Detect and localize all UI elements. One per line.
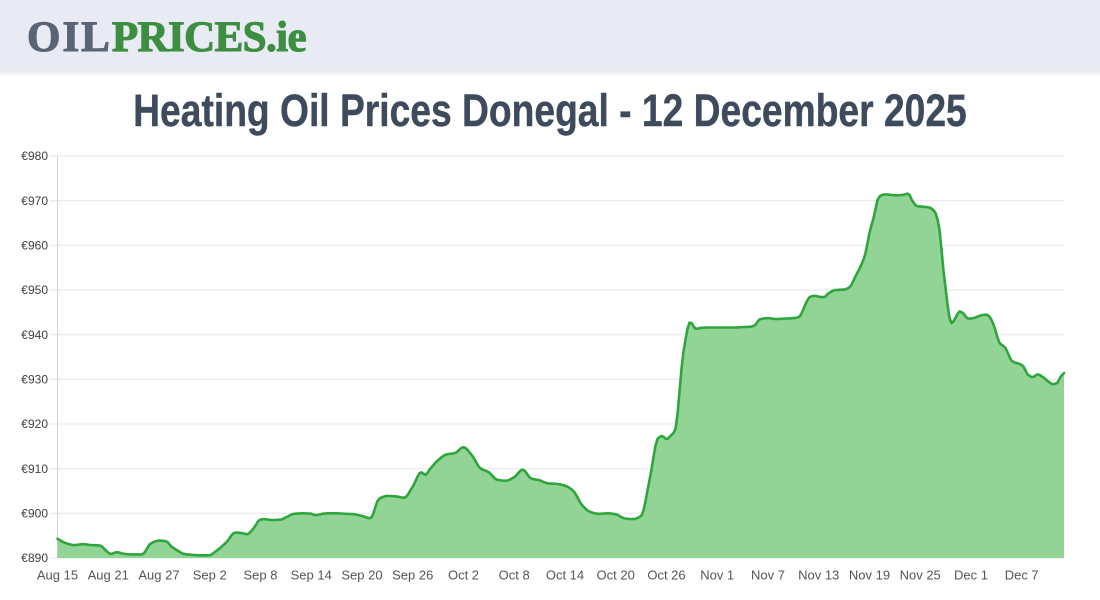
svg-text:€890: €890 — [21, 551, 48, 565]
svg-text:Oct 20: Oct 20 — [597, 568, 635, 583]
svg-text:€950: €950 — [21, 283, 48, 297]
svg-text:€930: €930 — [21, 373, 48, 387]
svg-text:Oct 26: Oct 26 — [647, 568, 685, 583]
svg-text:€920: €920 — [21, 417, 48, 431]
svg-text:Aug 21: Aug 21 — [88, 568, 129, 583]
svg-text:€970: €970 — [21, 194, 48, 208]
svg-text:Nov 19: Nov 19 — [849, 568, 890, 583]
svg-text:€980: €980 — [21, 149, 48, 163]
svg-text:Sep 14: Sep 14 — [291, 568, 332, 583]
svg-text:Oct 8: Oct 8 — [499, 568, 530, 583]
svg-text:Nov 7: Nov 7 — [751, 568, 785, 583]
svg-text:Aug 15: Aug 15 — [37, 568, 78, 583]
svg-text:Sep 2: Sep 2 — [193, 568, 227, 583]
svg-text:Dec 1: Dec 1 — [954, 568, 988, 583]
svg-text:€960: €960 — [21, 239, 48, 253]
svg-text:Dec 7: Dec 7 — [1005, 568, 1039, 583]
svg-text:Oct 2: Oct 2 — [448, 568, 479, 583]
svg-text:Nov 13: Nov 13 — [798, 568, 839, 583]
svg-text:€900: €900 — [21, 507, 48, 521]
svg-text:Nov 25: Nov 25 — [900, 568, 941, 583]
svg-text:€940: €940 — [21, 328, 48, 342]
svg-text:Sep 8: Sep 8 — [244, 568, 278, 583]
svg-text:Sep 20: Sep 20 — [341, 568, 382, 583]
svg-text:Sep 26: Sep 26 — [392, 568, 433, 583]
svg-text:Aug 27: Aug 27 — [138, 568, 179, 583]
svg-text:Nov 1: Nov 1 — [700, 568, 734, 583]
svg-text:Oct 14: Oct 14 — [546, 568, 584, 583]
svg-text:€910: €910 — [21, 462, 48, 476]
